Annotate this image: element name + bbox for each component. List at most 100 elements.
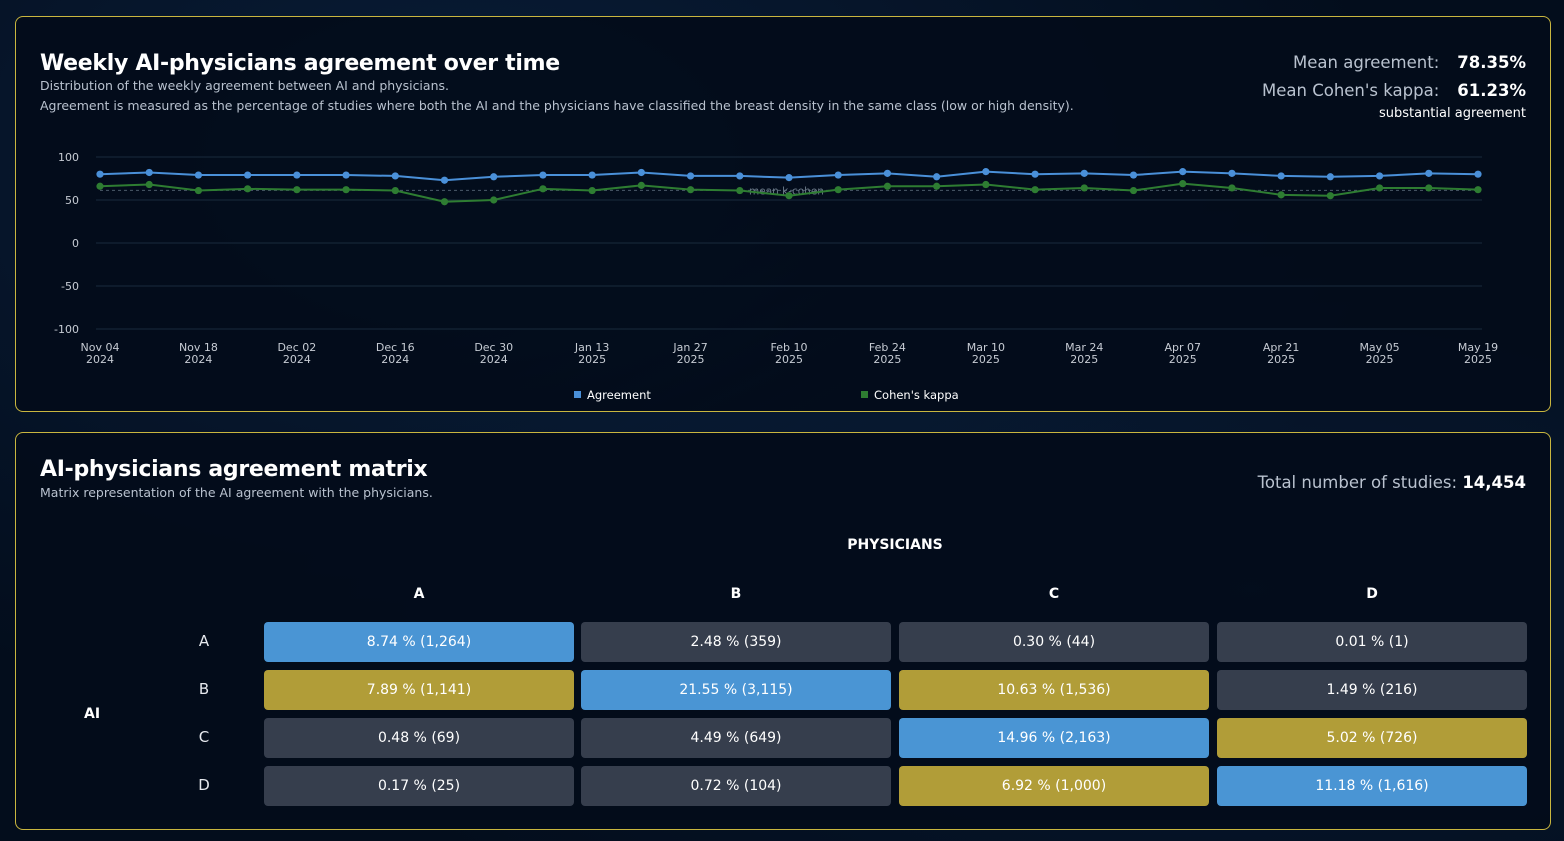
x-tick-label: Nov 18 xyxy=(179,341,218,354)
x-tick-label: Mar 10 xyxy=(967,341,1005,354)
data-point xyxy=(194,186,203,195)
x-tick-label: Jan 27 xyxy=(672,341,707,354)
mean-agreement-stat: Mean agreement: 78.35% xyxy=(1293,53,1526,72)
data-point xyxy=(1080,184,1088,192)
legend-label: Cohen's kappa xyxy=(874,388,959,402)
matrix-cell-b-c: 10.63 % (1,536) xyxy=(899,670,1209,710)
data-point xyxy=(539,171,547,179)
matrix-cell-b-b: 21.55 % (3,115) xyxy=(581,670,891,710)
x-tick-year: 2025 xyxy=(775,353,803,366)
data-point xyxy=(1326,173,1334,181)
data-point xyxy=(834,186,842,194)
data-point xyxy=(588,171,596,179)
x-tick-year: 2024 xyxy=(86,353,114,366)
data-point xyxy=(1375,172,1384,180)
ai-row-b: B xyxy=(198,680,210,698)
matrix-cell-b-d: 1.49 % (216) xyxy=(1217,670,1527,710)
data-point xyxy=(1080,169,1088,177)
total-studies-label: Total number of studies: xyxy=(1257,473,1458,492)
kappa-description: substantial agreement xyxy=(1378,106,1526,121)
data-point xyxy=(440,198,449,206)
weekly-subtitle: Distribution of the weekly agreement bet… xyxy=(40,78,449,93)
matrix-cell-a-d: 0.01 % (1) xyxy=(1217,622,1527,662)
agreement-matrix-card: AI-physicians agreement matrix Matrix re… xyxy=(15,432,1551,830)
data-point xyxy=(1179,168,1187,176)
physician-column-a: A xyxy=(413,586,425,602)
data-point xyxy=(96,170,104,178)
x-tick-year: 2025 xyxy=(972,353,1000,366)
data-point xyxy=(637,181,645,189)
matrix-cell-d-c: 6.92 % (1,000) xyxy=(899,766,1209,806)
data-point xyxy=(1425,184,1433,192)
ai-row-c: C xyxy=(198,728,210,746)
x-tick-label: Feb 10 xyxy=(771,341,808,354)
x-tick-label: Apr 21 xyxy=(1263,341,1300,354)
x-tick-year: 2025 xyxy=(578,353,606,366)
data-point xyxy=(736,172,744,180)
data-point xyxy=(145,180,153,189)
data-point xyxy=(1375,184,1384,192)
x-tick-year: 2025 xyxy=(1464,353,1492,366)
legend-swatch xyxy=(574,391,581,398)
y-tick-label: 100 xyxy=(58,151,79,164)
x-tick-year: 2025 xyxy=(1169,353,1197,366)
data-point xyxy=(244,185,252,193)
physician-column-d: D xyxy=(1366,586,1378,602)
physician-column-c: C xyxy=(1048,586,1060,602)
matrix-cell-d-a: 0.17 % (25) xyxy=(264,766,574,806)
data-point xyxy=(982,168,990,176)
data-point xyxy=(440,176,449,184)
y-tick-label: 50 xyxy=(65,194,79,207)
ai-axis-label: AI xyxy=(84,706,101,722)
data-point xyxy=(785,192,793,200)
matrix-cell-c-b: 4.49 % (649) xyxy=(581,718,891,758)
mean-kappa-stat: Mean Cohen's kappa: 61.23% xyxy=(1262,81,1526,100)
data-point xyxy=(490,173,498,181)
y-tick-label: -50 xyxy=(61,280,79,293)
x-tick-label: Mar 24 xyxy=(1065,341,1103,354)
x-tick-label: May 05 xyxy=(1359,341,1399,354)
x-tick-year: 2024 xyxy=(184,353,212,366)
matrix-cell-c-c: 14.96 % (2,163) xyxy=(899,718,1209,758)
total-studies: Total number of studies: 14,454 xyxy=(1258,473,1526,492)
data-point xyxy=(1326,192,1334,200)
data-point xyxy=(96,182,104,190)
x-tick-year: 2024 xyxy=(381,353,409,366)
matrix-cell-a-b: 2.48 % (359) xyxy=(581,622,891,662)
x-tick-label: Apr 07 xyxy=(1164,341,1201,354)
legend-label: Agreement xyxy=(587,388,651,402)
data-point xyxy=(391,186,399,195)
ai-row-a: A xyxy=(198,632,210,650)
data-point xyxy=(490,196,498,204)
data-point xyxy=(883,169,892,177)
mean-agreement-label: Mean agreement: xyxy=(1293,53,1440,72)
data-point xyxy=(293,171,301,179)
x-tick-label: Feb 24 xyxy=(869,341,906,354)
x-tick-year: 2025 xyxy=(1366,353,1394,366)
matrix-title: AI-physicians agreement matrix xyxy=(40,457,428,482)
data-point xyxy=(686,172,695,180)
data-point xyxy=(1228,169,1236,177)
matrix-cell-c-d: 5.02 % (726) xyxy=(1217,718,1527,758)
data-point xyxy=(1474,170,1482,178)
x-tick-label: Nov 04 xyxy=(81,341,120,354)
x-tick-year: 2025 xyxy=(1267,353,1295,366)
ai-row-d: D xyxy=(198,776,210,794)
data-point xyxy=(1474,186,1482,194)
data-point xyxy=(982,180,990,189)
x-tick-label: Dec 16 xyxy=(376,341,415,354)
matrix-cell-a-a: 8.74 % (1,264) xyxy=(264,622,574,662)
data-point xyxy=(637,168,645,177)
matrix-subtitle: Matrix representation of the AI agreemen… xyxy=(40,485,433,500)
physicians-axis-label: PHYSICIANS xyxy=(847,537,943,553)
data-point xyxy=(1425,169,1433,177)
data-point xyxy=(1129,186,1138,195)
data-point xyxy=(588,186,596,195)
data-point xyxy=(1277,191,1285,199)
x-tick-label: May 19 xyxy=(1458,341,1498,354)
physician-column-b: B xyxy=(730,586,742,602)
data-point xyxy=(1179,180,1187,188)
weekly-title: Weekly AI-physicians agreement over time xyxy=(40,51,560,76)
mean-kappa-value: 61.23% xyxy=(1457,81,1526,100)
data-point xyxy=(933,182,941,190)
